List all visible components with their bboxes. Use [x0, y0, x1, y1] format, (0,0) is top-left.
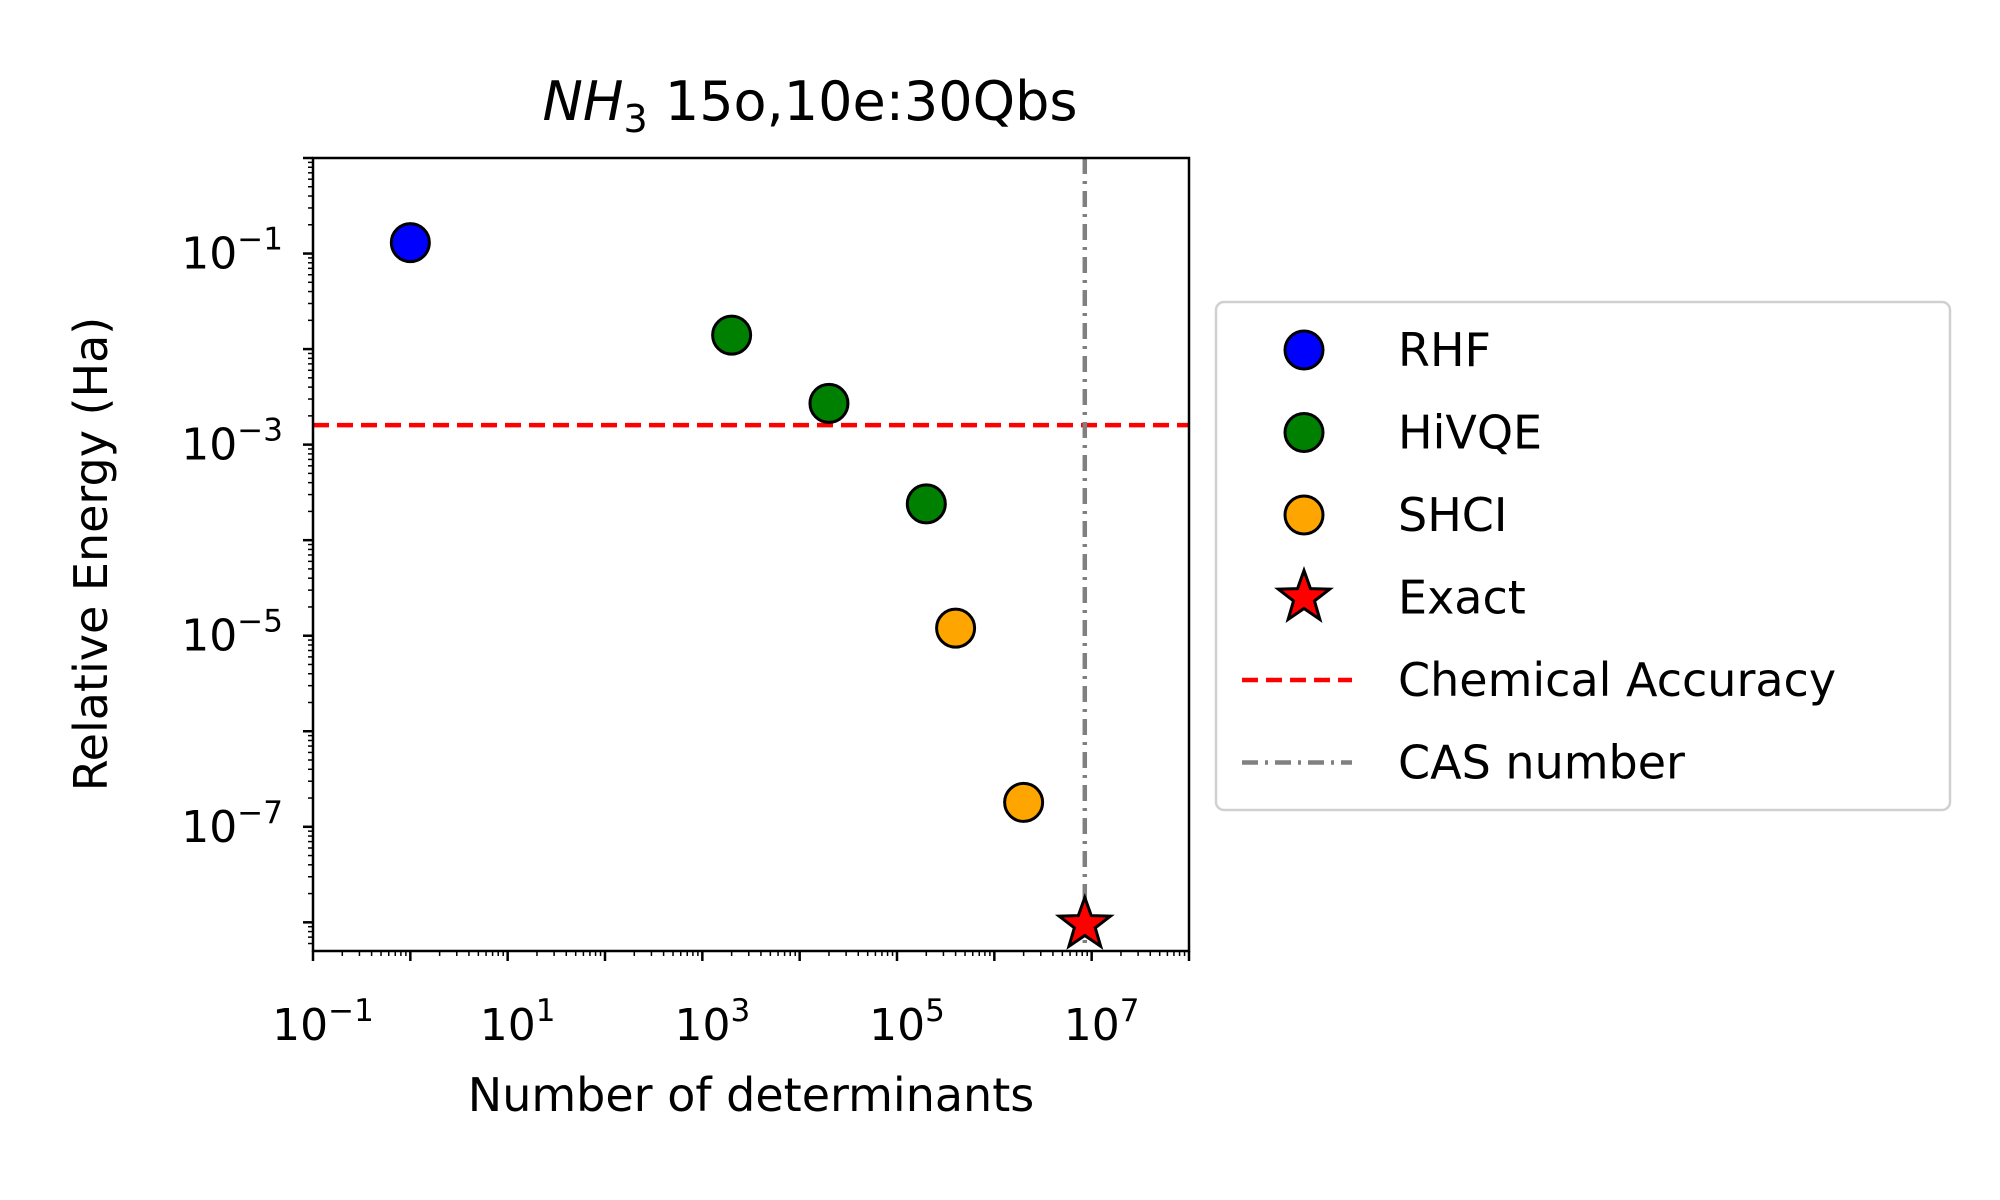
- x-tick-label-exponent: 7: [1120, 993, 1140, 1029]
- exact-point-1: [1054, 893, 1115, 950]
- y-axis-label: Relative Energy (Ha): [64, 317, 118, 791]
- chart-title-subscript: 3: [623, 97, 647, 141]
- legend-label-exact: Exact: [1398, 571, 1526, 625]
- x-axis-label: Number of determinants: [468, 1068, 1034, 1122]
- legend-marker-rhf: [1283, 329, 1325, 371]
- legend-marker-hivqe: [1283, 412, 1325, 453]
- legend-marker-exact: [1274, 566, 1334, 623]
- y-tick-label: 10−5: [181, 604, 283, 662]
- legend-marker-shci: [1283, 494, 1325, 536]
- x-tick-label: 105: [869, 993, 945, 1051]
- y-tick-label-base: 10: [181, 229, 237, 280]
- x-tick-label-base: 10: [674, 1000, 730, 1051]
- rhf-point-1: [389, 222, 431, 264]
- legend: RHF HiVQE SHCI Exact Chemical Accuracy CAS nu…: [1214, 300, 1952, 812]
- legend-label-hivqe: HiVQE: [1398, 406, 1542, 460]
- y-tick-label-base: 10: [181, 611, 237, 662]
- chart-title-rest: 15o,10e:30Qbs: [648, 70, 1078, 133]
- x-tick-label: 103: [674, 993, 750, 1051]
- x-tick-label-base: 10: [480, 1000, 536, 1051]
- x-tick-label-exponent: 3: [730, 993, 750, 1029]
- y-tick-label: 10−3: [181, 413, 283, 471]
- x-tick-label: 101: [480, 993, 556, 1051]
- legend-label-rhf: RHF: [1398, 323, 1491, 377]
- hivqe-point-3: [905, 483, 947, 525]
- legend-label-shci: SHCI: [1398, 488, 1507, 542]
- hivqe-point-1: [711, 314, 753, 356]
- y-tick-label-exponent: −3: [237, 413, 283, 449]
- x-tick-label: 107: [1064, 993, 1140, 1051]
- hivqe-point-2: [808, 382, 850, 424]
- y-tick-label-base: 10: [181, 420, 237, 471]
- x-tick-label-base: 10: [272, 1000, 328, 1051]
- shci-point-1: [935, 607, 977, 649]
- legend-label-cas-number: CAS number: [1398, 736, 1685, 790]
- y-tick-label: 10−1: [181, 222, 283, 280]
- x-tick-label-base: 10: [1064, 1000, 1120, 1051]
- y-tick-label-base: 10: [181, 802, 237, 853]
- chart-title: NH3 15o,10e:30Qbs: [542, 70, 1077, 141]
- x-tick-label-base: 10: [869, 1000, 925, 1051]
- x-tick-label-exponent: 1: [536, 993, 556, 1029]
- x-tick-label-exponent: −1: [328, 993, 374, 1029]
- y-tick-label: 10−7: [181, 795, 283, 853]
- legend-box: [1214, 300, 1952, 812]
- y-tick-label-exponent: −7: [237, 795, 283, 831]
- legend-label-chemical-accuracy: Chemical Accuracy: [1398, 653, 1836, 707]
- y-tick-label-exponent: −5: [237, 604, 283, 640]
- x-tick-label-exponent: 5: [925, 993, 945, 1029]
- data-points: [389, 222, 1115, 950]
- x-axis-ticks: 10−1 101 103 105 107: [272, 951, 1191, 1051]
- x-tick-label: 10−1: [272, 993, 374, 1051]
- chart-title-molecule: NH: [542, 70, 623, 133]
- reference-lines: [313, 158, 1189, 951]
- y-tick-label-exponent: −1: [237, 222, 283, 258]
- shci-point-2: [1003, 781, 1045, 823]
- y-axis-ticks: 10−110−310−510−7: [181, 156, 313, 945]
- plot-frame: [311, 156, 1191, 953]
